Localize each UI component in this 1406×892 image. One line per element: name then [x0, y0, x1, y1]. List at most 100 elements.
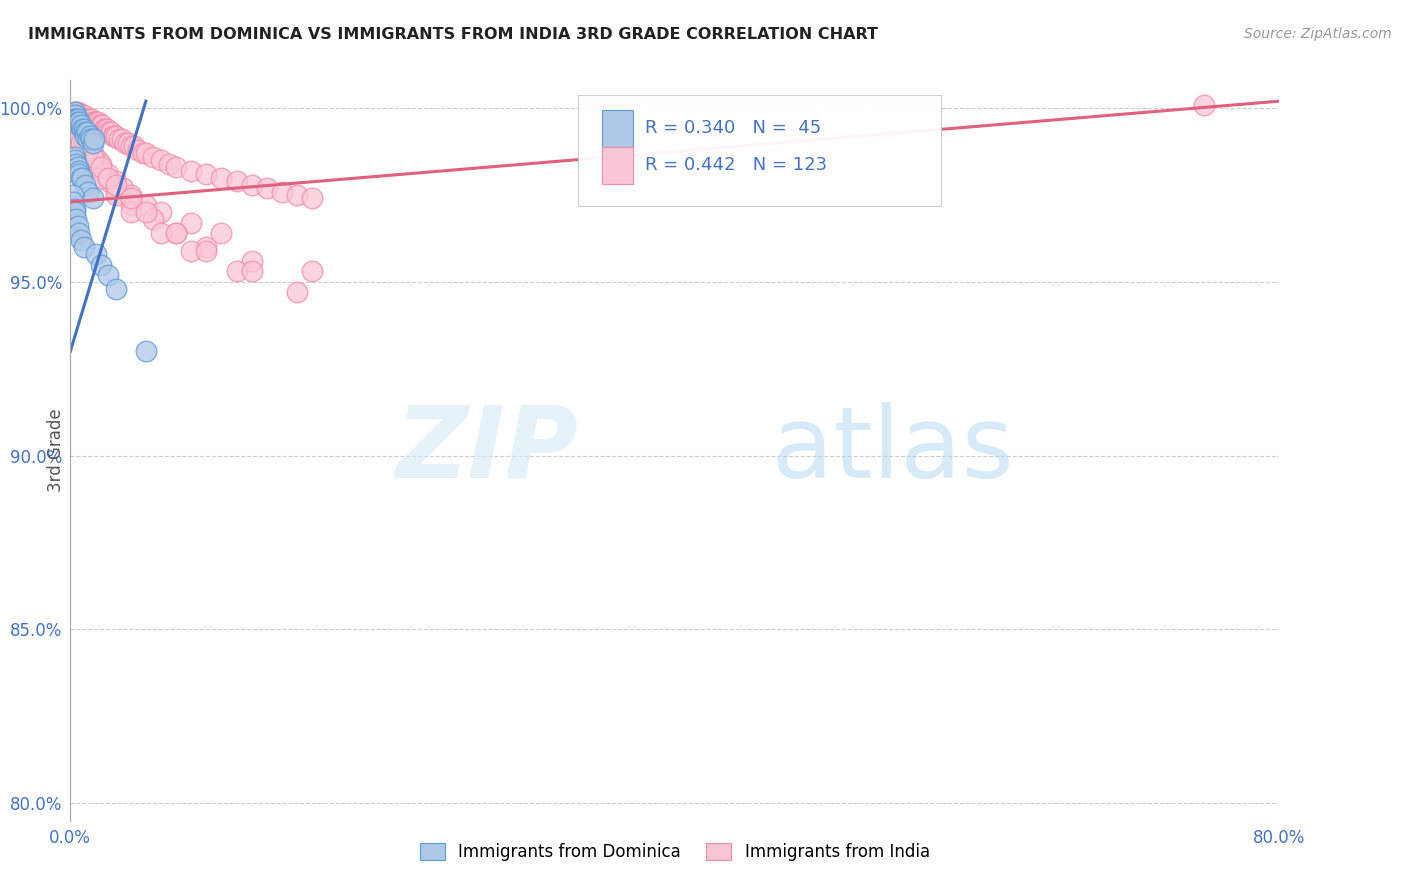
Point [180, 163, 202, 178]
Point [67, 167, 90, 181]
Point [63, 112, 86, 126]
Point [75, 112, 97, 126]
Point [66, 104, 89, 119]
Point [63, 153, 86, 168]
Point [72, 170, 94, 185]
Point [104, 178, 127, 192]
Point [240, 254, 263, 268]
Point [90, 160, 111, 174]
Point [93, 122, 115, 136]
Point [211, 226, 233, 240]
Point [65, 104, 87, 119]
Point [157, 157, 180, 171]
Point [77, 143, 100, 157]
Point [66, 122, 89, 136]
Point [73, 240, 96, 254]
Y-axis label: 3rd Grade: 3rd Grade [48, 409, 66, 492]
Point [66, 112, 89, 126]
Point [103, 128, 125, 143]
Text: Source: ZipAtlas.com: Source: ZipAtlas.com [1244, 27, 1392, 41]
Point [104, 188, 127, 202]
Point [65, 212, 87, 227]
Point [73, 128, 96, 143]
Point [83, 115, 105, 129]
Point [67, 122, 90, 136]
Point [90, 258, 111, 272]
Point [65, 115, 87, 129]
Point [67, 226, 90, 240]
Point [70, 233, 93, 247]
Point [63, 108, 86, 122]
Point [90, 157, 111, 171]
Point [77, 112, 100, 126]
Point [63, 108, 86, 122]
Point [75, 178, 97, 192]
Point [66, 119, 89, 133]
Legend: Immigrants from Dominica, Immigrants from India: Immigrants from Dominica, Immigrants fro… [413, 837, 936, 868]
Point [180, 244, 202, 258]
Point [67, 108, 90, 122]
Text: ZIP: ZIP [395, 402, 578, 499]
Point [142, 150, 165, 164]
Point [180, 216, 202, 230]
Point [70, 136, 93, 150]
Point [72, 125, 94, 139]
Point [67, 163, 90, 178]
Point [63, 104, 86, 119]
Point [75, 136, 97, 150]
Point [97, 174, 120, 188]
Point [65, 112, 87, 126]
Point [120, 205, 142, 219]
Point [165, 160, 187, 174]
Point [301, 264, 323, 278]
Point [90, 170, 111, 185]
Point [86, 153, 108, 168]
Point [104, 185, 127, 199]
Point [73, 136, 96, 150]
Point [70, 122, 93, 136]
Point [270, 185, 294, 199]
Point [90, 119, 111, 133]
Text: R = 0.442   N = 123: R = 0.442 N = 123 [644, 156, 827, 175]
Point [127, 143, 149, 157]
Point [66, 115, 89, 129]
Point [86, 115, 108, 129]
Point [211, 170, 233, 185]
Point [66, 160, 89, 174]
FancyBboxPatch shape [578, 95, 941, 206]
Point [75, 128, 97, 143]
Point [135, 205, 157, 219]
Point [66, 125, 89, 139]
Point [97, 167, 120, 181]
Point [63, 112, 86, 126]
Point [120, 188, 142, 202]
Point [77, 146, 100, 161]
Point [67, 119, 90, 133]
Text: atlas: atlas [772, 402, 1014, 499]
Point [100, 125, 122, 139]
Point [225, 174, 247, 188]
Text: R = 0.340   N =  45: R = 0.340 N = 45 [644, 120, 821, 137]
Point [150, 153, 172, 168]
Point [65, 108, 87, 122]
Point [301, 191, 323, 205]
Point [117, 136, 139, 150]
Point [77, 185, 100, 199]
Point [77, 132, 100, 146]
Point [82, 153, 104, 168]
Point [82, 160, 104, 174]
Point [97, 170, 120, 185]
Point [63, 119, 86, 133]
Point [63, 104, 86, 119]
Point [87, 119, 110, 133]
Point [120, 191, 142, 205]
Point [1192, 97, 1215, 112]
Point [79, 112, 101, 126]
Point [73, 132, 96, 146]
Point [195, 240, 218, 254]
Point [98, 125, 121, 139]
Point [63, 205, 86, 219]
Point [107, 132, 129, 146]
Point [72, 128, 94, 143]
Point [96, 122, 118, 136]
